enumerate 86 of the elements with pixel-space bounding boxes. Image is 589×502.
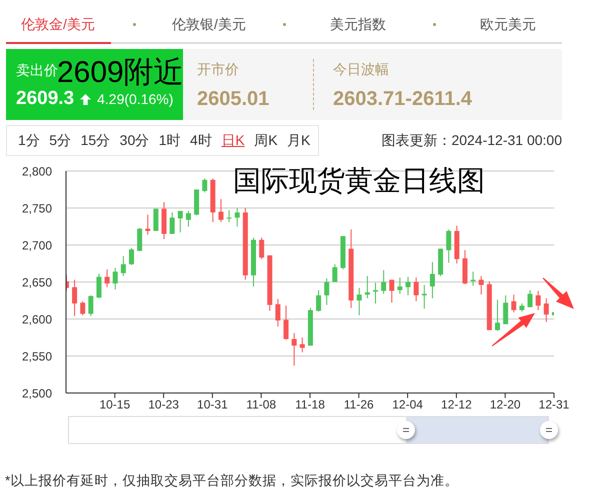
x-tick-label: 12-20	[490, 398, 521, 412]
candlestick	[129, 247, 134, 266]
y-tick-label: 2,650	[22, 275, 52, 290]
text: 2605.01	[197, 87, 270, 111]
text: *以上报价有延时，仅抽取交易平台部分数据，实际报价以交易平台为准。	[5, 472, 458, 490]
candlestick	[332, 264, 338, 282]
y-tick-label: 2,700	[22, 238, 52, 252]
candlestick	[536, 290, 541, 311]
candlestick	[137, 227, 142, 252]
text: 图表更新：2024-12-31 00:00	[381, 132, 562, 148]
y-tick-label: 2,750	[22, 201, 52, 216]
y-tick-label: 2,550	[22, 349, 52, 364]
candlestick	[104, 268, 110, 288]
candlestick	[414, 277, 419, 302]
x-tick-label: 11-26	[344, 398, 374, 412]
candlestick	[397, 277, 402, 294]
text: 2609.3	[16, 88, 74, 110]
text: 15分	[80, 131, 110, 149]
candlestick	[72, 279, 78, 317]
text: 2603.71-2611.4	[333, 87, 472, 111]
candlestick	[234, 208, 240, 227]
candlestick	[503, 294, 508, 325]
candlestick	[528, 290, 533, 308]
x-tick-label: 11-08	[246, 398, 276, 412]
candlestick	[373, 282, 378, 304]
candlestick	[356, 287, 362, 316]
candlestick	[259, 237, 264, 260]
x-tick-label: 12-04	[392, 398, 424, 412]
y-tick-label: 2,600	[22, 312, 52, 326]
x-tick-label: 10-15	[99, 398, 130, 412]
text: 卖出价	[16, 62, 58, 78]
text: 1时	[158, 131, 181, 149]
text: 伦敦金/美元	[21, 16, 95, 32]
text: 开市价	[197, 60, 239, 78]
candlestick	[80, 300, 86, 316]
text: 日K	[221, 131, 245, 149]
candlestick	[422, 284, 427, 310]
candlestick	[96, 273, 102, 299]
candlestick	[406, 276, 411, 296]
candlestick	[145, 214, 150, 236]
y-tick-label: 2,800	[22, 164, 52, 178]
text: 周K	[254, 131, 278, 149]
x-tick-label: 10-23	[148, 398, 180, 412]
candlestick	[446, 228, 452, 264]
candlestick	[153, 208, 158, 232]
text: 伦敦银/美元	[172, 16, 246, 32]
chart-title: 国际现货黄金日线图	[233, 164, 485, 198]
text: 30分	[120, 131, 150, 149]
candlestick	[275, 298, 280, 327]
candlestick	[120, 256, 126, 277]
candlestick	[389, 279, 394, 304]
x-tick-label: 11-18	[295, 398, 326, 412]
x-tick-label: 12-12	[441, 398, 472, 412]
candlestick	[226, 210, 232, 223]
candlestick	[316, 290, 322, 312]
text: 5分	[49, 131, 72, 149]
text: 4时	[190, 131, 212, 149]
candlestick	[511, 294, 516, 313]
text: 美元指数	[330, 16, 386, 32]
candlestick	[430, 262, 435, 299]
text: 4.29(0.16%)	[97, 91, 174, 107]
text: 1分	[18, 131, 40, 149]
text: 今日波幅	[333, 60, 389, 78]
x-tick-label: 10-31	[197, 398, 228, 412]
candlestick	[186, 210, 191, 227]
candlestick	[495, 299, 500, 332]
candlestick	[170, 212, 175, 234]
x-tick-label: 12-31	[538, 398, 570, 412]
candlestick	[292, 332, 297, 366]
candlestick	[178, 210, 183, 233]
candlestick	[544, 298, 549, 322]
candlestick	[202, 178, 208, 193]
candlestick	[112, 267, 118, 290]
candlestick	[381, 270, 386, 294]
candlestick	[478, 276, 484, 296]
candlestick	[218, 198, 224, 223]
candlestick	[364, 276, 370, 299]
text: 月K	[287, 131, 310, 149]
candlestick	[470, 271, 476, 286]
candlestick	[88, 294, 94, 317]
candlestick	[324, 278, 330, 306]
y-tick-label: 2,500	[22, 386, 52, 400]
text: 欧元美元	[480, 16, 536, 32]
candlestick	[300, 337, 305, 353]
text: 2609附近	[57, 55, 184, 90]
candlestick	[284, 305, 289, 340]
